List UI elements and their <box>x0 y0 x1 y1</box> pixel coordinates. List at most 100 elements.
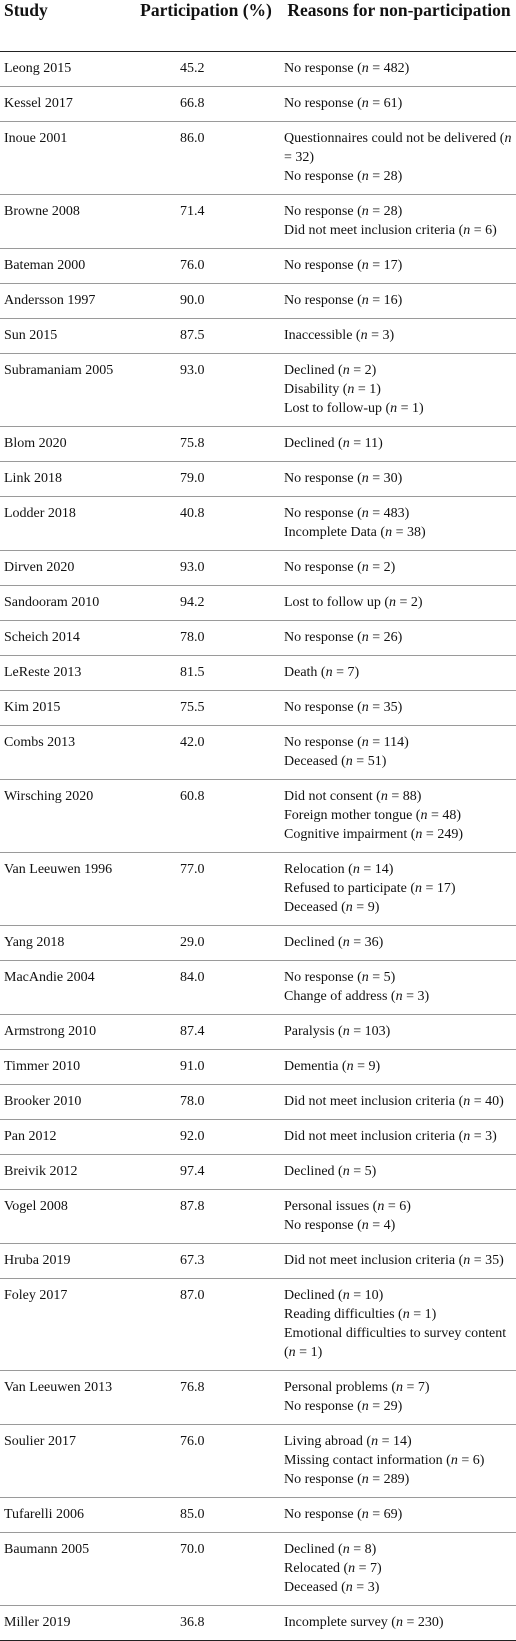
participation-cell: 94.2 <box>180 595 205 610</box>
study-cell: Kim 2015 <box>4 700 61 715</box>
study-cell: Armstrong 2010 <box>4 1024 97 1039</box>
participation-cell: 77.0 <box>180 862 205 877</box>
reason-item: No response (n = 483) <box>284 506 410 521</box>
study-cell: Browne 2008 <box>4 204 80 219</box>
participation-cell: 81.5 <box>180 665 205 680</box>
participation-cell: 87.5 <box>180 328 205 343</box>
reason-item: Cognitive impairment (n = 249) <box>284 827 463 842</box>
study-cell: Sun 2015 <box>4 328 58 343</box>
table-row: Blom 2020 75.8 Declined (n = 11) <box>0 427 516 462</box>
participation-cell: 97.4 <box>180 1164 205 1179</box>
table-row: Brooker 2010 78.0 Did not meet inclusion c… <box>0 1085 516 1120</box>
reasons-cell: Did not meet inclusion criteria (n = 3) <box>262 1127 516 1146</box>
reason-item: Deceased (n = 9) <box>284 900 380 915</box>
table-row: Andersson 1997 90.0 No response (n = 16) <box>0 284 516 319</box>
participation-cell: 86.0 <box>180 131 205 146</box>
reasons-cell: No response (n = 35) <box>262 698 516 717</box>
table-row: Subramaniam 2005 93.0 Declined (n = 2) Disa… <box>0 354 516 427</box>
study-cell: LeReste 2013 <box>4 665 82 680</box>
study-cell: Subramaniam 2005 <box>4 363 114 378</box>
study-cell: Foley 2017 <box>4 1288 68 1303</box>
reasons-cell: Did not consent (n = 88) Foreign mother t… <box>262 787 516 844</box>
participation-cell: 71.4 <box>180 204 205 219</box>
reason-item: Questionnaires could not be delivered (n… <box>284 131 512 165</box>
participation-cell: 79.0 <box>180 471 205 486</box>
reason-item: Personal problems (n = 7) <box>284 1380 430 1395</box>
participation-cell: 75.8 <box>180 436 205 451</box>
reasons-cell: Dementia (n = 9) <box>262 1057 516 1076</box>
study-cell: Yang 2018 <box>4 935 65 950</box>
table-row: Sandooram 2010 94.2 Lost to follow up (n =… <box>0 586 516 621</box>
reason-item: Refused to participate (n = 17) <box>284 881 456 896</box>
study-cell: Bateman 2000 <box>4 258 86 273</box>
reason-item: No response (n = 4) <box>284 1218 396 1233</box>
reasons-cell: Declined (n = 2) Disability (n = 1) Lost t… <box>262 361 516 418</box>
study-cell: Lodder 2018 <box>4 506 76 521</box>
study-cell: Vogel 2008 <box>4 1199 68 1214</box>
reasons-cell: Did not meet inclusion criteria (n = 40) <box>262 1092 516 1111</box>
study-cell: Link 2018 <box>4 471 62 486</box>
study-cell: Wirsching 2020 <box>4 789 94 804</box>
reason-item: Deceased (n = 3) <box>284 1580 380 1595</box>
reasons-cell: Paralysis (n = 103) <box>262 1022 516 1041</box>
table-row: Timmer 2010 91.0 Dementia (n = 9) <box>0 1050 516 1085</box>
header-study: Study <box>4 0 48 20</box>
reason-item: No response (n = 17) <box>284 258 403 273</box>
reasons-cell: Questionnaires could not be delivered (n… <box>262 129 516 186</box>
reasons-cell: Personal problems (n = 7) No response (n … <box>262 1378 516 1416</box>
study-cell: Combs 2013 <box>4 735 76 750</box>
reasons-cell: No response (n = 30) <box>262 469 516 488</box>
table-row: Tufarelli 2006 85.0 No response (n = 69) <box>0 1498 516 1533</box>
table-row: Inoue 2001 86.0 Questionnaires could not b… <box>0 122 516 195</box>
table-row: Baumann 2005 70.0 Declined (n = 8) Relocate… <box>0 1533 516 1606</box>
reason-item: Change of address (n = 3) <box>284 989 430 1004</box>
reason-item: No response (n = 28) <box>284 169 403 184</box>
reason-item: Did not meet inclusion criteria (n = 40) <box>284 1094 504 1109</box>
reason-item: No response (n = 2) <box>284 560 396 575</box>
participation-cell: 70.0 <box>180 1542 205 1557</box>
reason-item: Did not meet inclusion criteria (n = 3) <box>284 1129 497 1144</box>
study-cell: Van Leeuwen 2013 <box>4 1380 113 1395</box>
reason-item: Emotional difficulties to survey content… <box>284 1326 507 1360</box>
table-row: Scheich 2014 78.0 No response (n = 26) <box>0 621 516 656</box>
table-row: Breivik 2012 97.4 Declined (n = 5) <box>0 1155 516 1190</box>
study-cell: Kessel 2017 <box>4 96 73 111</box>
reasons-cell: Personal issues (n = 6) No response (n = … <box>262 1197 516 1235</box>
reason-item: Inaccessible (n = 3) <box>284 328 395 343</box>
reason-item: Incomplete Data (n = 38) <box>284 525 426 540</box>
reasons-cell: No response (n = 28) Did not meet inclusi… <box>262 202 516 240</box>
participation-cell: 87.4 <box>180 1024 205 1039</box>
reasons-cell: No response (n = 17) <box>262 256 516 275</box>
participation-cell: 93.0 <box>180 363 205 378</box>
reasons-cell: Declined (n = 11) <box>262 434 516 453</box>
study-cell: Brooker 2010 <box>4 1094 82 1109</box>
study-cell: Leong 2015 <box>4 61 72 76</box>
table-row: LeReste 2013 81.5 Death (n = 7) <box>0 656 516 691</box>
reason-item: Declined (n = 10) <box>284 1288 384 1303</box>
table-row: Kim 2015 75.5 No response (n = 35) <box>0 691 516 726</box>
reasons-cell: No response (n = 483) Incomplete Data (n … <box>262 504 516 542</box>
header-participation: Participation (%) <box>140 0 272 20</box>
table-row: Kessel 2017 66.8 No response (n = 61) <box>0 87 516 122</box>
table-row: Sun 2015 87.5 Inaccessible (n = 3) <box>0 319 516 354</box>
reasons-cell: Declined (n = 5) <box>262 1162 516 1181</box>
participation-cell: 93.0 <box>180 560 205 575</box>
reasons-cell: Did not meet inclusion criteria (n = 35) <box>262 1251 516 1270</box>
participation-cell: 42.0 <box>180 735 205 750</box>
reason-item: Declined (n = 8) <box>284 1542 377 1557</box>
study-cell: Soulier 2017 <box>4 1434 76 1449</box>
reasons-cell: Living abroad (n = 14) Missing contact in… <box>262 1432 516 1489</box>
study-cell: Blom 2020 <box>4 436 67 451</box>
table-row: Miller 2019 36.8 Incomplete survey (n = 23… <box>0 1606 516 1641</box>
participation-cell: 66.8 <box>180 96 205 111</box>
participation-cell: 84.0 <box>180 970 205 985</box>
participation-cell: 87.0 <box>180 1288 205 1303</box>
table-row: MacAndie 2004 84.0 No response (n = 5) Chan… <box>0 961 516 1015</box>
reasons-cell: No response (n = 61) <box>262 94 516 113</box>
study-cell: Breivik 2012 <box>4 1164 78 1179</box>
reason-item: No response (n = 114) <box>284 735 409 750</box>
table-row: Van Leeuwen 1996 77.0 Relocation (n = 14) R… <box>0 853 516 926</box>
reasons-cell: No response (n = 69) <box>262 1505 516 1524</box>
participation-cell: 85.0 <box>180 1507 205 1522</box>
